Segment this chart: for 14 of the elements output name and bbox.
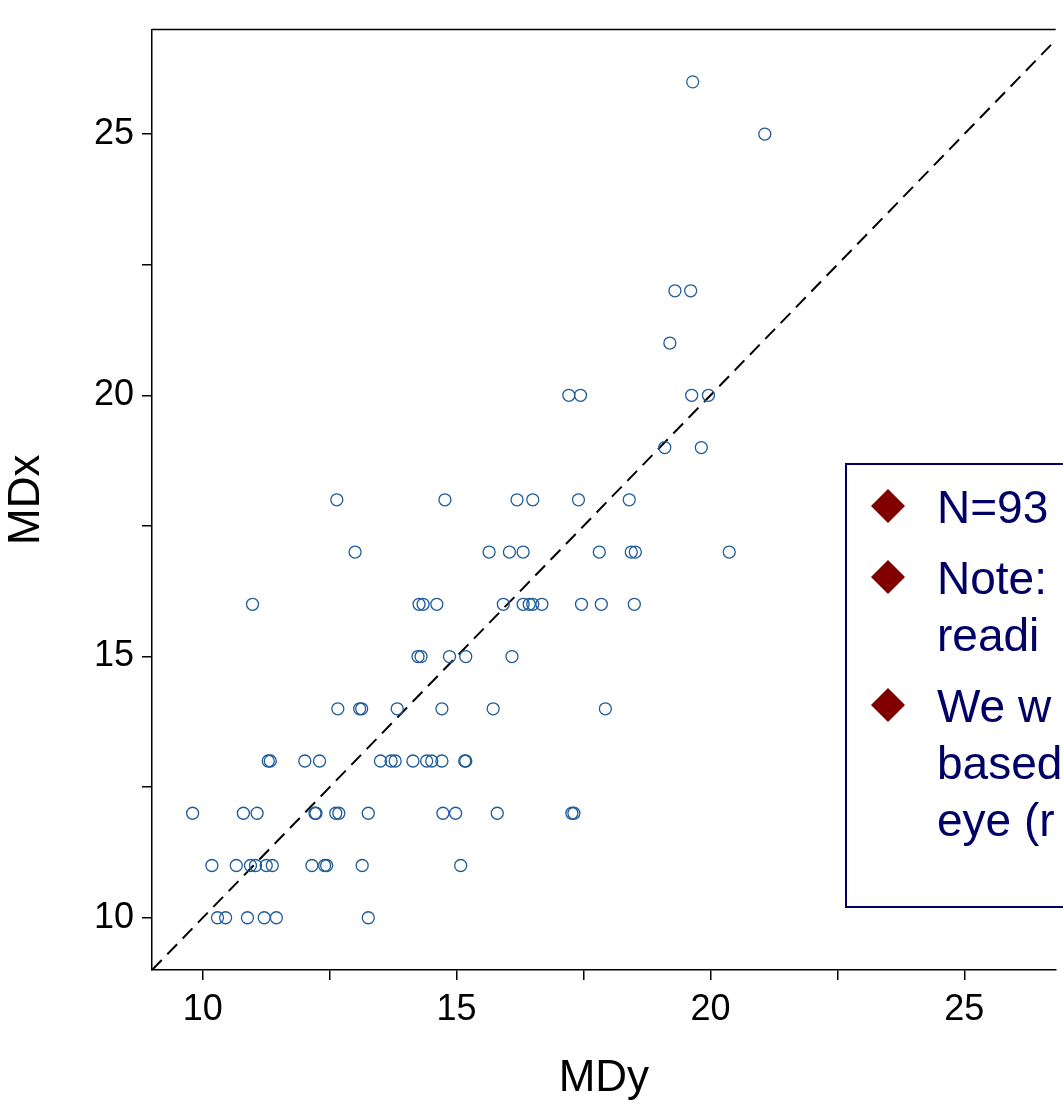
y-tick-label: 20 <box>93 372 134 414</box>
x-tick-label: 10 <box>182 986 223 1028</box>
x-axis-title: MDy <box>558 1050 650 1100</box>
y-tick-label: 25 <box>93 111 134 153</box>
y-tick-label: 10 <box>93 894 134 936</box>
x-tick-label: 15 <box>436 986 477 1028</box>
annotation: N=93 <box>937 481 1049 533</box>
x-tick-label: 25 <box>944 986 985 1028</box>
y-axis-title: MDx <box>0 454 48 546</box>
annotation: Note: readi <box>937 552 1047 661</box>
annotation: We w based eye (r <box>937 680 1063 846</box>
note-box: N=93 Note: readi We w based eye (r <box>845 463 1063 908</box>
x-tick-label: 20 <box>690 986 731 1028</box>
y-tick-label: 15 <box>93 633 134 675</box>
